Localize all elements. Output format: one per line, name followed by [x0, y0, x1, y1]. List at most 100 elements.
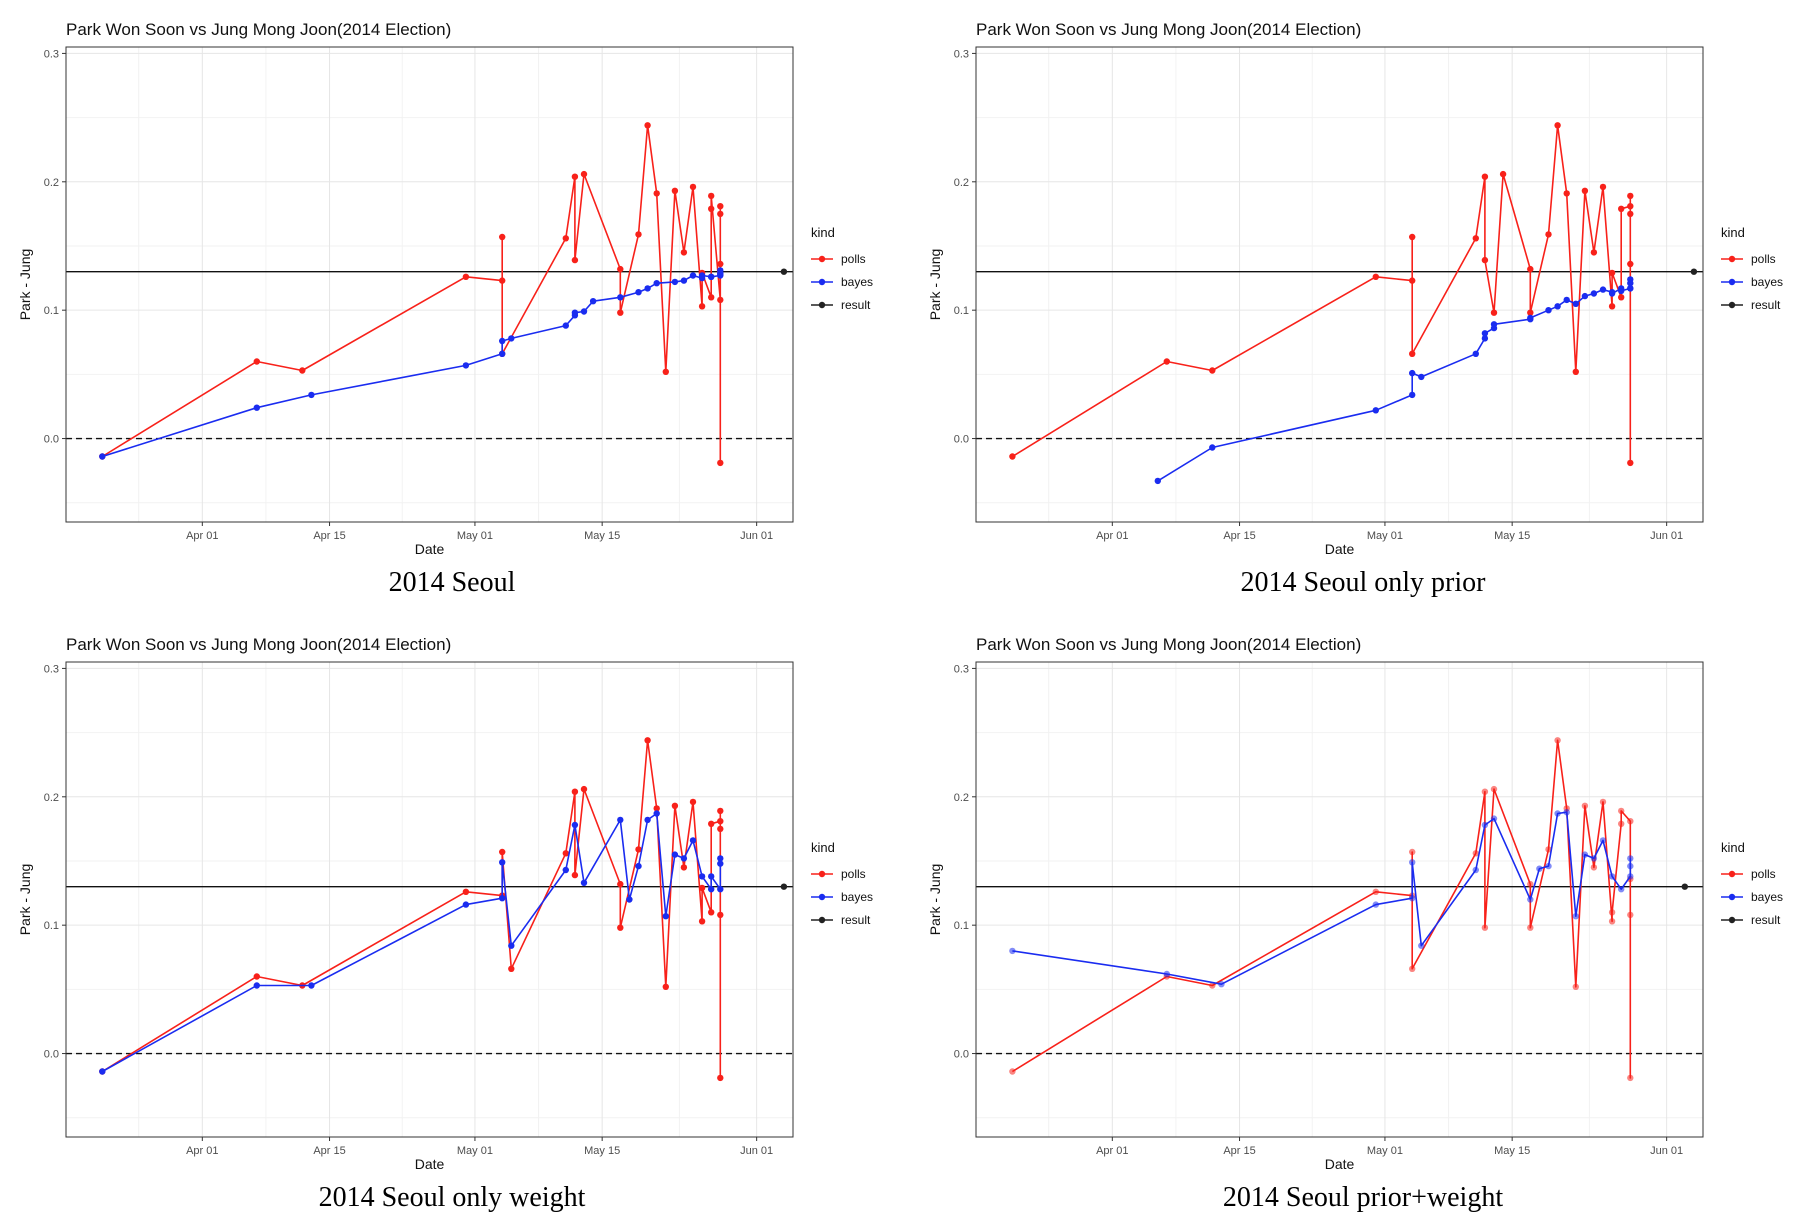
data-point-bayes: [717, 269, 724, 277]
legend-key-point: [1728, 916, 1736, 924]
data-point-bayes: [653, 280, 660, 287]
data-point-polls: [635, 846, 642, 853]
data-point-polls: [1590, 864, 1598, 871]
x-axis-title: Date: [415, 1156, 445, 1172]
x-tick-label: May 15: [584, 1145, 620, 1157]
data-point-polls: [680, 864, 688, 871]
data-point-polls: [1527, 880, 1534, 888]
data-point-bayes: [1590, 290, 1598, 297]
data-point-bayes: [499, 859, 506, 866]
series-bayes: [99, 267, 724, 460]
data-point-bayes: [1599, 286, 1607, 293]
chart-title: Park Won Soon vs Jung Mong Joon(2014 Ele…: [66, 20, 451, 39]
data-point-bayes: [508, 335, 515, 342]
y-tick-label: 0.1: [44, 920, 59, 932]
x-tick-label: Apr 01: [186, 1145, 218, 1157]
data-point-bayes: [1409, 369, 1416, 377]
data-point-bayes: [671, 851, 679, 858]
data-point-bayes: [1572, 300, 1580, 307]
chart-caption: 2014 Seoul prior+weight: [1223, 1182, 1503, 1213]
data-point-polls: [717, 459, 724, 467]
data-point-polls: [653, 805, 660, 812]
data-point-bayes: [571, 821, 579, 829]
data-point-polls: [1627, 1074, 1634, 1082]
series-result: [1681, 883, 1689, 890]
y-tick-label: 0.2: [954, 792, 969, 804]
data-point-polls: [1554, 122, 1561, 129]
data-point-bayes: [1608, 873, 1616, 880]
data-point-polls: [1481, 173, 1489, 180]
x-tick-label: Apr 15: [1223, 1145, 1255, 1157]
data-point-polls: [653, 190, 660, 197]
data-point-polls: [1009, 453, 1016, 460]
data-point-polls: [644, 122, 651, 129]
plot-background: [66, 662, 793, 1137]
data-point-polls: [1527, 309, 1534, 316]
data-point-bayes: [253, 982, 260, 989]
data-point-bayes: [1481, 335, 1489, 342]
data-point-polls: [1581, 802, 1589, 809]
data-point-bayes: [1627, 285, 1634, 292]
data-point-polls: [1472, 235, 1480, 242]
data-point-polls: [1545, 846, 1552, 853]
data-point-polls: [499, 848, 506, 856]
plot-background: [976, 662, 1703, 1137]
data-point-bayes: [1009, 947, 1016, 955]
chart-caption: 2014 Seoul: [389, 567, 516, 598]
data-point-polls: [617, 309, 624, 316]
legend-label-bayes: bayes: [841, 890, 873, 904]
chart-title: Park Won Soon vs Jung Mong Joon(2014 Ele…: [66, 635, 451, 654]
data-point-polls: [717, 210, 724, 218]
y-tick-label: 0.3: [44, 48, 59, 60]
data-point-polls: [717, 825, 724, 833]
data-point-bayes: [1581, 851, 1589, 858]
y-tick-label: 0.0: [954, 1049, 969, 1061]
data-point-bayes: [1590, 855, 1598, 862]
data-point-polls: [253, 973, 260, 980]
data-point-bayes: [1599, 837, 1607, 844]
series-polls: [1009, 122, 1634, 467]
data-point-bayes: [99, 1068, 106, 1075]
data-point-bayes: [1608, 290, 1616, 297]
legend-key-point: [1728, 301, 1736, 309]
data-point-bayes: [635, 289, 642, 296]
data-point-polls: [1490, 309, 1498, 316]
series-result: [1690, 268, 1698, 275]
y-tick-label: 0.3: [44, 663, 59, 675]
legend-label-bayes: bayes: [841, 275, 873, 289]
y-tick-label: 0.2: [44, 792, 59, 804]
data-point-bayes: [689, 272, 697, 279]
data-point-polls: [1618, 807, 1625, 815]
x-tick-label: Apr 01: [1096, 530, 1128, 542]
y-tick-label: 0.3: [954, 48, 969, 60]
chart-panel-2: Park Won Soon vs Jung Mong Joon(2014 Ele…: [927, 20, 1783, 598]
data-point-polls: [462, 273, 470, 280]
data-point-bayes: [1572, 913, 1580, 920]
data-point-bayes: [562, 866, 569, 874]
data-point-bayes: [1545, 862, 1552, 870]
data-point-bayes: [99, 453, 106, 460]
data-point-polls: [1481, 256, 1489, 264]
data-point-polls: [717, 260, 724, 268]
y-tick-label: 0.0: [954, 434, 969, 446]
data-point-bayes: [308, 391, 315, 399]
legend-key-point: [818, 301, 826, 309]
data-point-bayes: [1481, 821, 1489, 829]
data-point-bayes: [1372, 407, 1380, 414]
y-tick-label: 0.1: [44, 305, 59, 317]
data-point-polls: [562, 235, 569, 242]
data-point-polls: [580, 785, 588, 793]
data-point-polls: [1409, 277, 1416, 284]
legend-label-bayes: bayes: [1751, 890, 1783, 904]
legend-label-result: result: [1751, 913, 1781, 927]
chart-title: Park Won Soon vs Jung Mong Joon(2014 Ele…: [976, 635, 1361, 654]
x-axis-title: Date: [1325, 1156, 1355, 1172]
data-point-polls: [662, 983, 669, 990]
data-point-bayes: [1372, 901, 1380, 908]
legend-key-point: [818, 916, 826, 924]
data-point-bayes: [589, 298, 597, 305]
data-point-bayes: [1581, 292, 1589, 300]
legend-label-polls: polls: [1751, 252, 1776, 266]
data-point-polls: [698, 303, 706, 310]
data-point-polls: [508, 965, 515, 972]
